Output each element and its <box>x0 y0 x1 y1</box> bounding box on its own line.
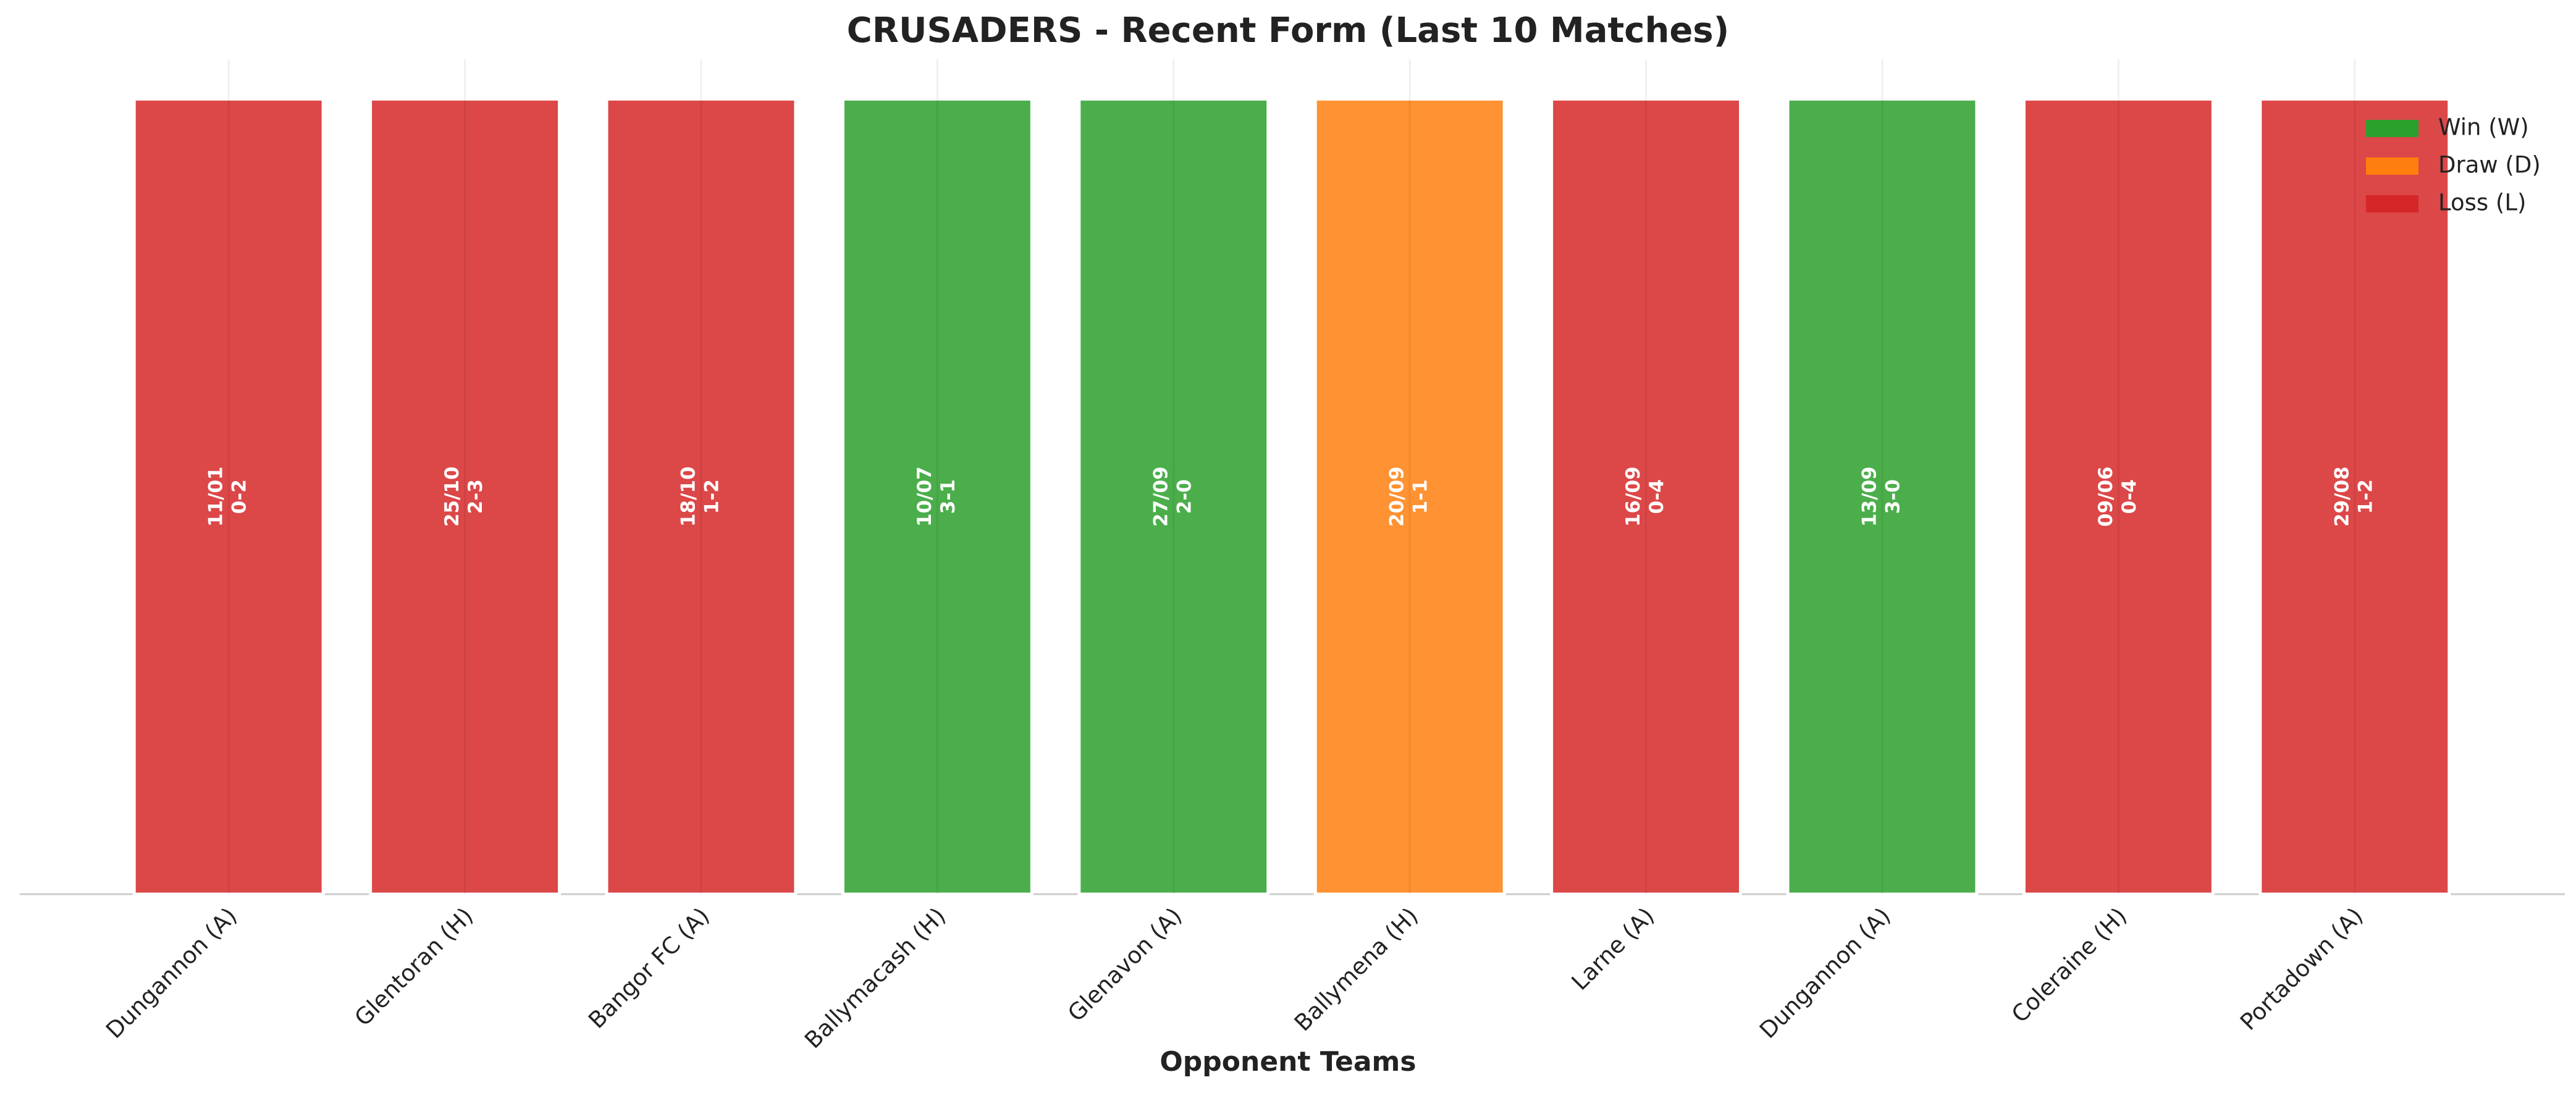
bar <box>132 97 325 896</box>
legend-swatch <box>2366 157 2418 175</box>
x-tick-label: Bangor FC (A) <box>583 902 715 1034</box>
bar <box>841 97 1033 896</box>
bar <box>369 97 562 896</box>
bar <box>1550 97 1743 896</box>
bar-score-label: 0-4 <box>1646 479 1668 514</box>
x-tick-label: Portadown (A) <box>2235 902 2368 1036</box>
bar-score-label: 3-1 <box>937 479 959 514</box>
legend-label: Draw (D) <box>2438 152 2541 178</box>
bar-date-label: 27/09 <box>1150 466 1172 527</box>
bar-score-label: 3-0 <box>1882 479 1905 514</box>
bar <box>1077 97 1270 896</box>
bar-date-label: 29/08 <box>2331 466 2353 527</box>
bar-score-label: 2-0 <box>1173 479 1195 514</box>
bar-score-label: 0-2 <box>229 479 251 514</box>
bar <box>1786 97 1979 896</box>
bar <box>2022 97 2215 896</box>
x-tick-label: Ballymena (H) <box>1289 902 1423 1036</box>
bar-score-label: 0-4 <box>2118 479 2140 514</box>
bar-date-label: 09/06 <box>2095 466 2117 527</box>
bar-score-label: 2-3 <box>465 479 487 514</box>
bar-date-label: 10/07 <box>914 466 936 527</box>
bar-date-label: 18/10 <box>678 466 700 527</box>
x-tick-label: Glenavon (A) <box>1063 902 1187 1026</box>
x-axis-label: Opponent Teams <box>1160 1046 1416 1078</box>
bar-score-label: 1-2 <box>2354 479 2376 514</box>
bar <box>2258 97 2451 896</box>
bar <box>605 97 798 896</box>
bar-date-label: 25/10 <box>441 466 463 527</box>
bar-score-label: 1-1 <box>1410 479 1432 514</box>
x-tick-label: Larne (A) <box>1567 902 1660 995</box>
bar-date-label: 20/09 <box>1386 466 1408 527</box>
legend-swatch <box>2366 195 2418 212</box>
legend-label: Loss (L) <box>2438 190 2526 216</box>
legend-swatch <box>2366 120 2418 137</box>
x-tick-label: Ballymacash (H) <box>799 902 951 1053</box>
legend-label: Win (W) <box>2438 114 2529 141</box>
bar-date-label: 16/09 <box>1622 466 1644 527</box>
bar-score-label: 1-2 <box>701 479 723 514</box>
x-tick-label: Dungannon (A) <box>101 902 242 1044</box>
chart-title: CRUSADERS - Recent Form (Last 10 Matches… <box>847 10 1729 51</box>
bar <box>1313 97 1506 896</box>
x-tick-label: Glentoran (H) <box>350 902 479 1031</box>
x-tick-label: Dungannon (A) <box>1754 902 1896 1044</box>
bar-date-label: 13/09 <box>1859 466 1881 527</box>
x-tick-label: Coleraine (H) <box>2006 902 2132 1028</box>
bar-date-label: 11/01 <box>205 466 227 527</box>
